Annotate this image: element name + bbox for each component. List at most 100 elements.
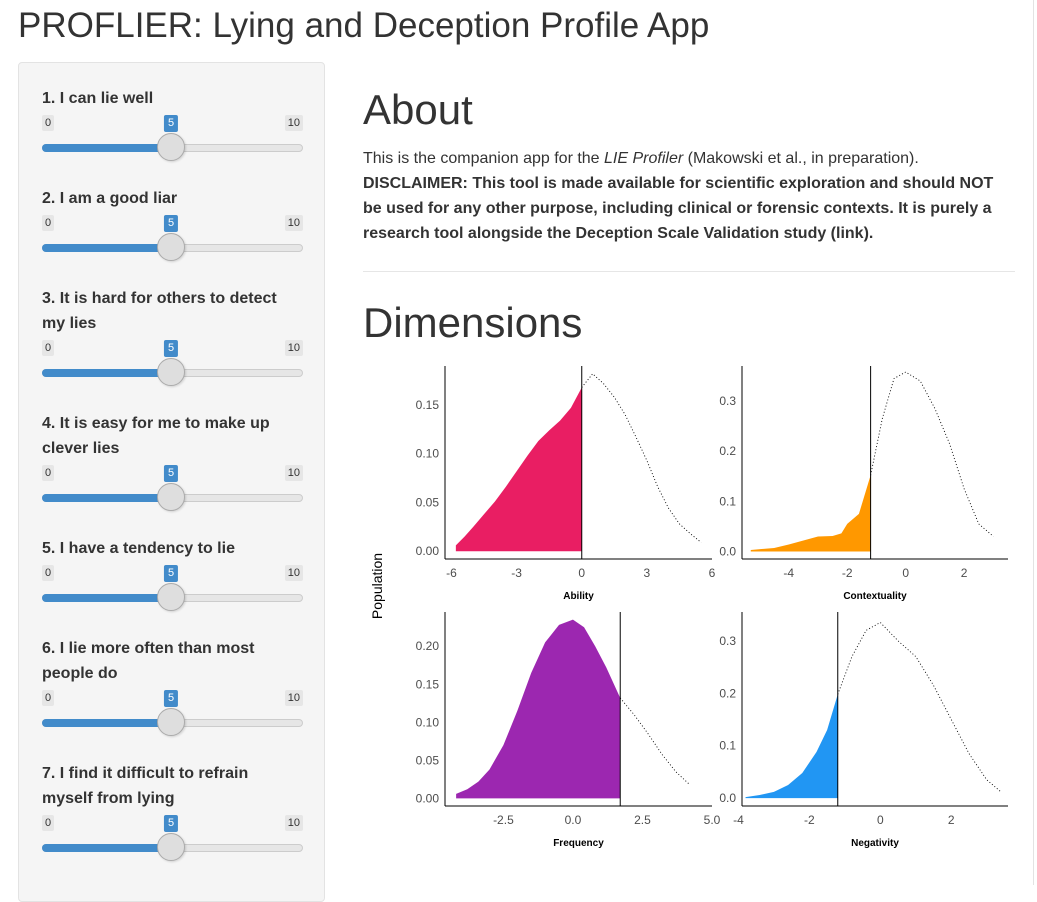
- slider-handle[interactable]: [157, 358, 185, 386]
- slider-fill: [42, 369, 171, 377]
- dimensions-heading: Dimensions: [363, 299, 583, 346]
- x-tick-label: -2: [804, 813, 815, 827]
- slider-handle[interactable]: [157, 583, 185, 611]
- x-tick-label: -4: [733, 813, 744, 827]
- x-tick-label: -3: [511, 566, 522, 580]
- y-tick-label: 0.15: [416, 677, 440, 691]
- slider-question-2: 2. I am a good liar 0 10 5: [42, 186, 303, 263]
- slider-value-badge: 5: [163, 815, 179, 832]
- disclaimer-label: DISCLAIMER:: [363, 175, 468, 192]
- y-tick-label: 0.0: [719, 544, 736, 558]
- slider-control[interactable]: 0 10 5: [42, 111, 303, 163]
- slider-control[interactable]: 0 10 5: [42, 811, 303, 863]
- y-tick-label: 0.05: [416, 753, 440, 767]
- slider-min-label: 0: [42, 215, 55, 231]
- y-tick-label: 0.00: [416, 544, 440, 558]
- slider-min-label: 0: [42, 690, 55, 706]
- x-tick-label: 0.0: [565, 813, 582, 827]
- density-curve-ability: [581, 373, 702, 543]
- panel-title: Ability: [563, 591, 594, 602]
- slider-question-4: 4. It is easy for me to make up clever l…: [42, 411, 303, 513]
- x-tick-label: -2: [842, 566, 853, 580]
- slider-control[interactable]: 0 10 5: [42, 336, 303, 388]
- slider-fill: [42, 244, 171, 252]
- about-text: This is the companion app for the LIE Pr…: [363, 146, 1015, 246]
- slider-max-label: 10: [284, 690, 303, 706]
- x-tick-label: -2.5: [493, 813, 514, 827]
- y-tick-label: 0.1: [719, 739, 736, 753]
- x-tick-label: 0: [902, 566, 909, 580]
- about-intro: This is the companion app for the: [363, 150, 605, 167]
- slider-value-badge: 5: [163, 565, 179, 582]
- section-divider: [363, 271, 1015, 272]
- y-tick-label: 0.2: [719, 686, 736, 700]
- slider-label: 4. It is easy for me to make up clever l…: [42, 415, 270, 457]
- y-tick-label: 0.0: [719, 791, 736, 805]
- slider-min-label: 0: [42, 565, 55, 581]
- y-tick-label: 0.3: [719, 394, 736, 408]
- slider-control[interactable]: 0 10 5: [42, 461, 303, 513]
- sidebar-panel: 1. I can lie well 0 10 5 2. I am a good liar…: [18, 62, 325, 902]
- density-fill-negativity: [745, 694, 838, 799]
- slider-fill: [42, 719, 171, 727]
- slider-label: 5. I have a tendency to lie: [42, 540, 235, 557]
- about-intro-citation: (Makowski et al., in preparation).: [683, 150, 919, 167]
- y-tick-label: 0.15: [416, 398, 440, 412]
- slider-question-6: 6. I lie more often than most people do 0…: [42, 636, 303, 738]
- slider-control[interactable]: 0 10 5: [42, 561, 303, 613]
- slider-control[interactable]: 0 10 5: [42, 211, 303, 263]
- slider-max-label: 10: [284, 465, 303, 481]
- density-fill-contextuality: [750, 475, 871, 552]
- slider-value-badge: 5: [163, 340, 179, 357]
- disclaimer-text: This tool is made available for scientif…: [363, 175, 994, 242]
- slider-handle[interactable]: [157, 233, 185, 261]
- density-curve-contextuality: [870, 371, 994, 537]
- y-axis-label: Population: [369, 553, 385, 619]
- y-tick-label: 0.3: [719, 634, 736, 648]
- slider-label: 3. It is hard for others to detect my li…: [42, 290, 277, 332]
- slider-handle[interactable]: [157, 133, 185, 161]
- x-tick-label: 0: [877, 813, 884, 827]
- y-tick-label: 0.2: [719, 444, 736, 458]
- slider-min-label: 0: [42, 815, 55, 831]
- slider-max-label: 10: [284, 215, 303, 231]
- page-edge: [1033, 0, 1034, 885]
- slider-label: 7. I find it difficult to refrain myself…: [42, 765, 249, 807]
- x-tick-label: 6: [709, 566, 716, 580]
- y-tick-label: 0.05: [416, 495, 440, 509]
- x-tick-label: 2: [948, 813, 955, 827]
- y-tick-label: 0.10: [416, 447, 440, 461]
- slider-value-badge: 5: [163, 465, 179, 482]
- density-fill-frequency: [456, 619, 621, 799]
- slider-fill: [42, 594, 171, 602]
- slider-control[interactable]: 0 10 5: [42, 686, 303, 738]
- density-fill-ability: [455, 387, 582, 552]
- y-tick-label: 0.20: [416, 639, 440, 653]
- slider-label: 2. I am a good liar: [42, 190, 178, 207]
- app-title: PROFLIER: Lying and Deception Profile Ap…: [18, 6, 710, 45]
- slider-handle[interactable]: [157, 708, 185, 736]
- about-heading: About: [363, 86, 473, 133]
- slider-value-badge: 5: [163, 690, 179, 707]
- slider-handle[interactable]: [157, 833, 185, 861]
- slider-min-label: 0: [42, 340, 55, 356]
- slider-handle[interactable]: [157, 483, 185, 511]
- slider-question-3: 3. It is hard for others to detect my li…: [42, 286, 303, 388]
- x-tick-label: -4: [783, 566, 794, 580]
- x-tick-label: 5.0: [704, 813, 721, 827]
- x-tick-label: 0: [578, 566, 585, 580]
- slider-max-label: 10: [284, 115, 303, 131]
- slider-max-label: 10: [284, 565, 303, 581]
- slider-fill: [42, 144, 171, 152]
- slider-fill: [42, 844, 171, 852]
- x-tick-label: 2: [961, 566, 968, 580]
- slider-max-label: 10: [284, 815, 303, 831]
- panel-title: Negativity: [851, 838, 899, 849]
- slider-label: 6. I lie more often than most people do: [42, 640, 255, 682]
- y-tick-label: 0.10: [416, 715, 440, 729]
- about-intro-title: LIE Profiler: [604, 150, 684, 167]
- slider-question-1: 1. I can lie well 0 10 5: [42, 86, 303, 163]
- panel-title: Contextuality: [843, 591, 907, 602]
- slider-max-label: 10: [284, 340, 303, 356]
